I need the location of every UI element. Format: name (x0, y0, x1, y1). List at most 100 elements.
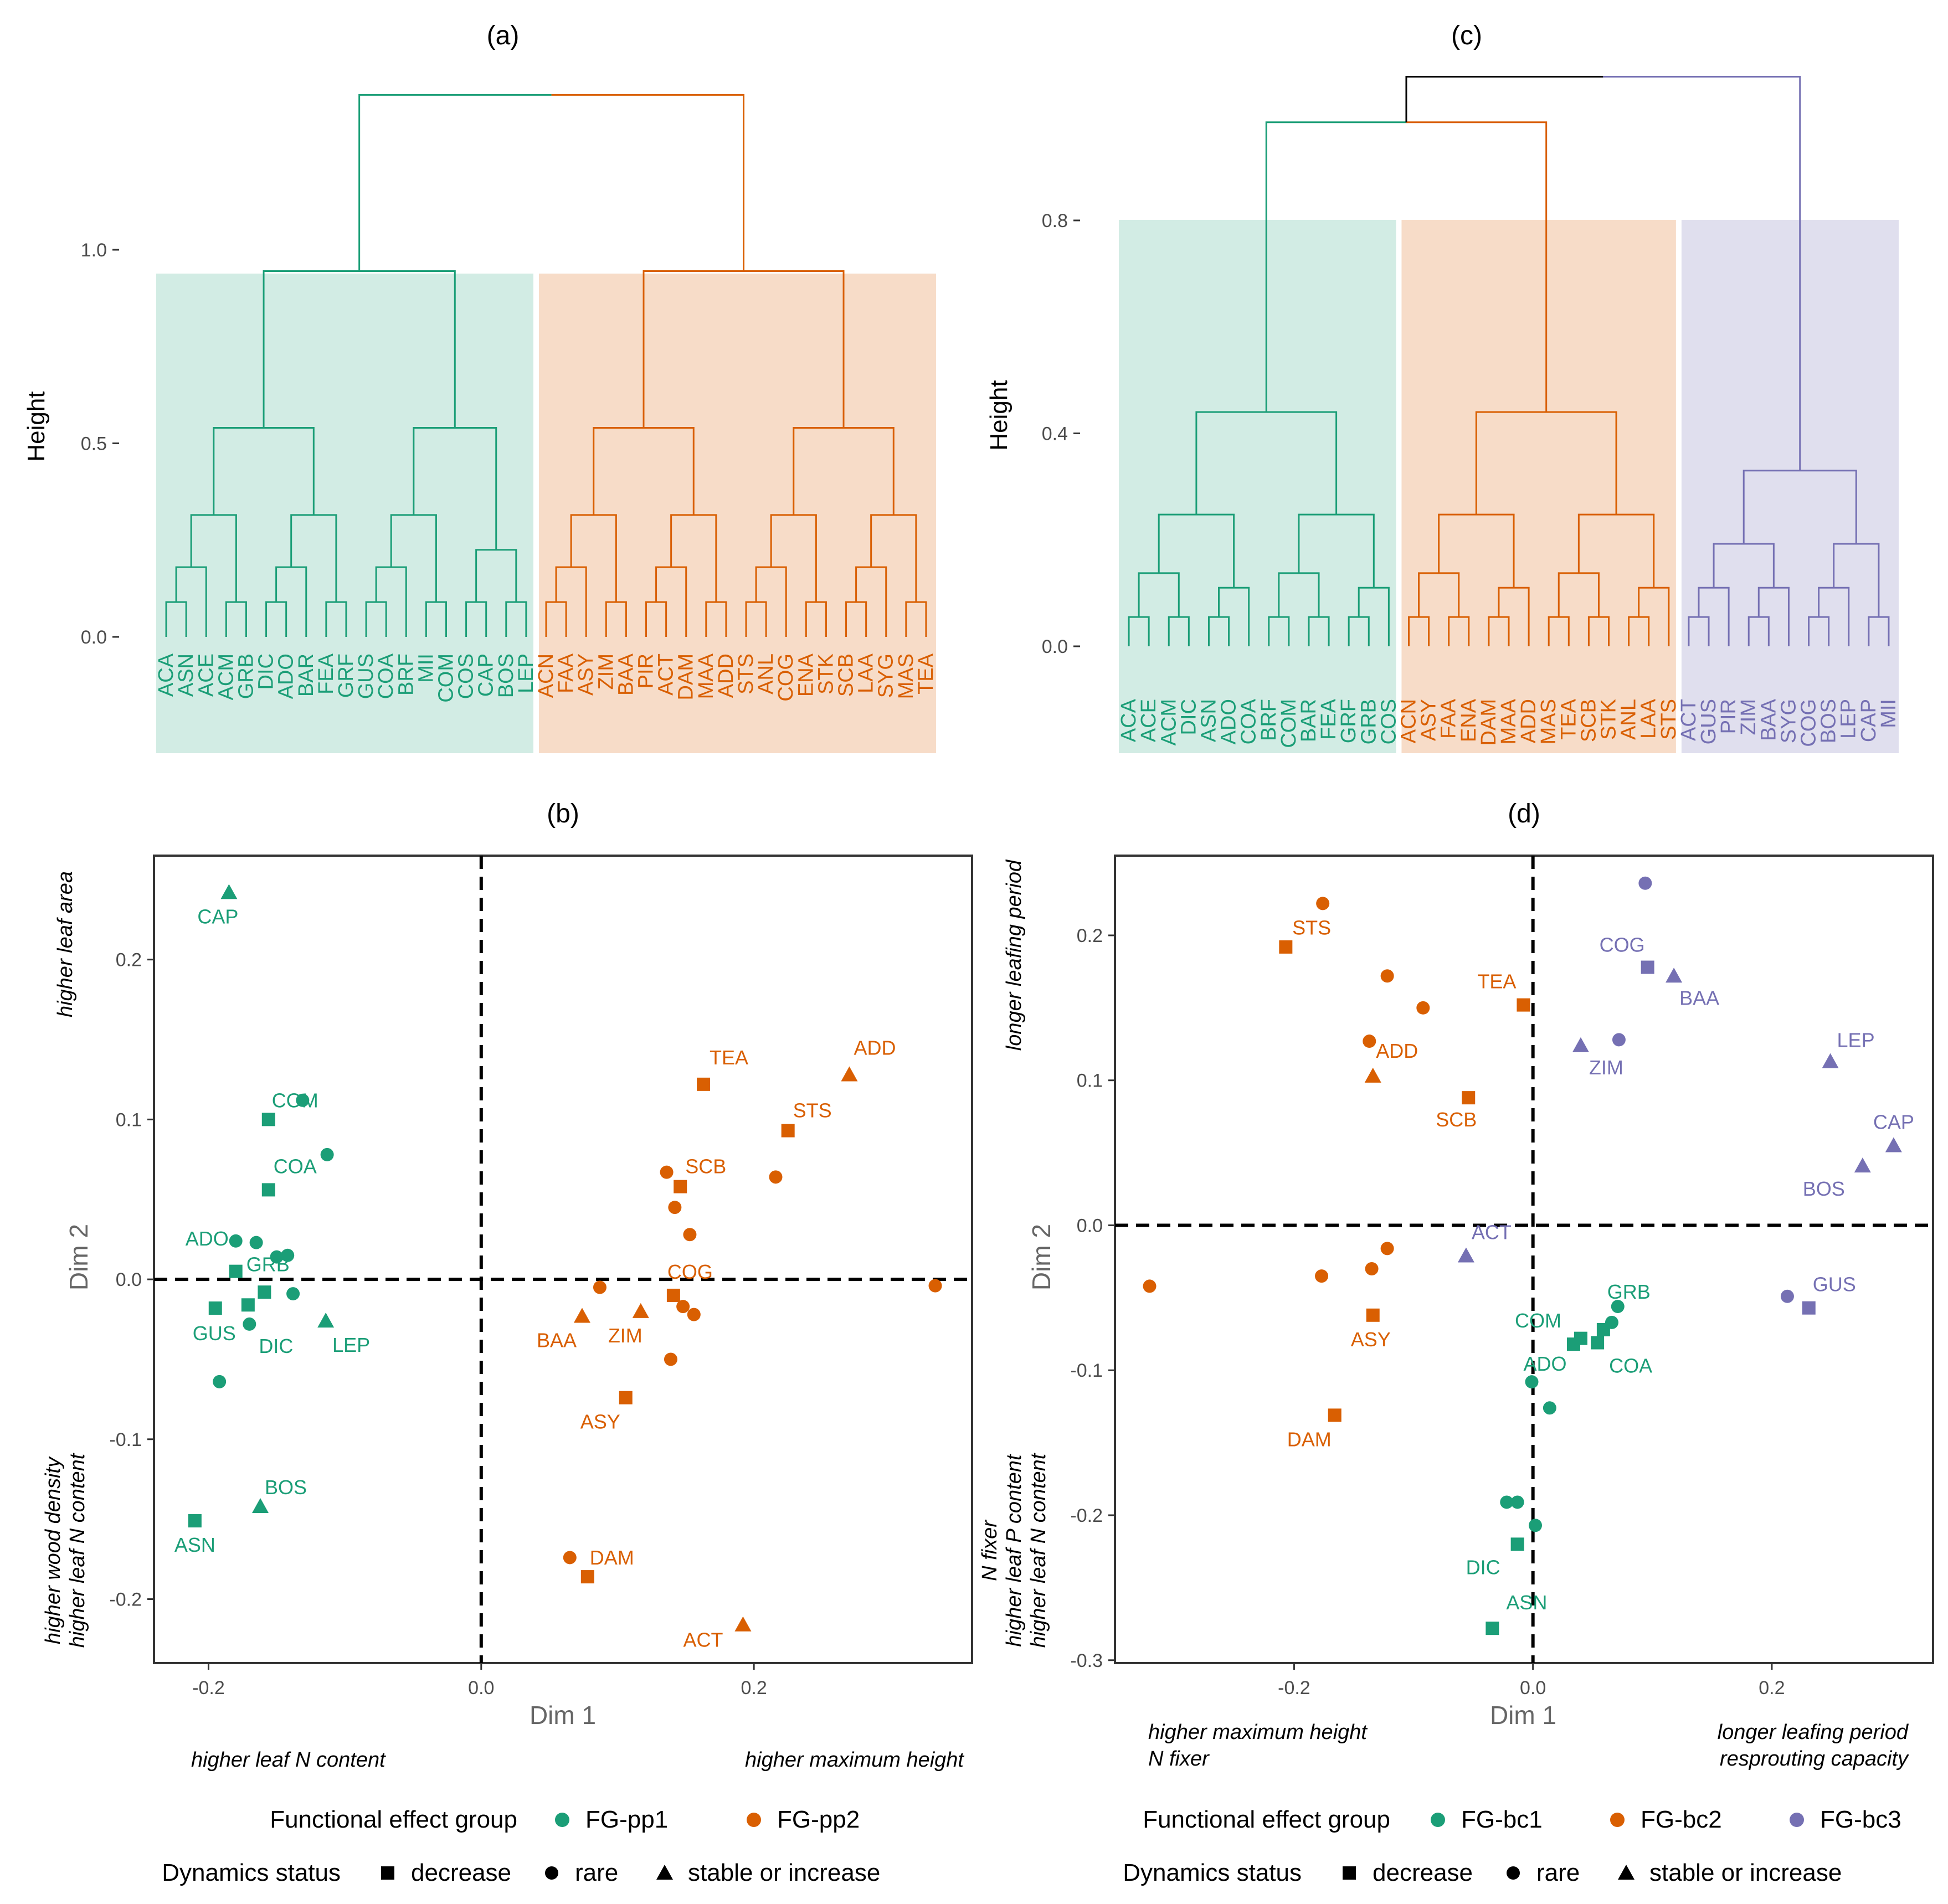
dendrogram-branch (1577, 513, 1655, 588)
leaf-label: ADO (1217, 699, 1241, 744)
point-unlabeled (296, 1093, 310, 1107)
legend-key-square (381, 1866, 394, 1880)
y-tick-label: -0.3 (1070, 1650, 1103, 1671)
point-unlabeled (1596, 1322, 1610, 1336)
point-GUS (208, 1301, 222, 1315)
point-unlabeled (668, 1201, 682, 1215)
leaf-label: ACM (1157, 699, 1180, 745)
leaf-label: CAP (475, 653, 498, 697)
x-note-right: longer leafing period (1718, 1721, 1909, 1744)
point-STS (1316, 897, 1330, 910)
leaf-label: GRB (1357, 699, 1380, 744)
leaf-label: ACT (1677, 699, 1700, 741)
point-unlabeled (1780, 1289, 1794, 1303)
point-label: ACT (683, 1629, 723, 1651)
point-label: ZIM (608, 1324, 643, 1347)
point-unlabeled (258, 1285, 271, 1299)
y-tick-label: 0.4 (1042, 424, 1068, 445)
legend-label: decrease (411, 1859, 511, 1886)
leaf-label: MAA (695, 653, 718, 699)
leaf-label: ASY (1417, 699, 1441, 741)
point-ADD (1363, 1035, 1376, 1048)
dendrogram-branch (1138, 572, 1180, 617)
leaf-label: GRF (1337, 699, 1360, 743)
leaf-label: BOS (1817, 699, 1841, 743)
point-label: STS (793, 1099, 832, 1122)
leaf-label: LEP (1837, 699, 1860, 739)
point-ASY (1366, 1308, 1380, 1322)
dendrogram-branch (1265, 121, 1406, 413)
dendrogram-branch (1158, 513, 1235, 588)
leaf-label: TEA (914, 653, 938, 694)
point-DIC (243, 1317, 256, 1331)
y-tick-label: -0.2 (1070, 1505, 1103, 1526)
y-tick-label: 0.1 (1077, 1071, 1103, 1092)
point-DIC (1510, 1537, 1524, 1551)
point-unlabeled (1510, 1495, 1524, 1509)
panel-title: (d) (1508, 799, 1540, 829)
point-label: SCB (685, 1155, 726, 1178)
legend-label: decrease (1373, 1859, 1473, 1886)
point-unlabeled (1143, 1279, 1157, 1293)
point-label: COG (667, 1260, 713, 1283)
point-BAA (573, 1308, 590, 1323)
panel-title: (b) (547, 799, 579, 829)
y-tick-label: -0.1 (109, 1429, 142, 1450)
legend-group-title: Functional effect group (270, 1806, 517, 1833)
point-unlabeled (241, 1298, 255, 1312)
leaf-label: COM (1277, 699, 1301, 748)
leaf-label: SYG (875, 653, 898, 698)
leaf-label: COS (1377, 699, 1400, 744)
leaf-label: GUS (1697, 699, 1720, 744)
point-unlabeled (281, 1248, 295, 1262)
y-note-bottom: higher wood density (42, 1456, 65, 1644)
y-tick-label: 1.0 (81, 240, 107, 261)
legend-key-circle (545, 1866, 558, 1880)
legend-key-FG-bc3 (1790, 1813, 1804, 1827)
y-axis-title: Dim 2 (64, 1224, 93, 1290)
point-TEA (1517, 998, 1530, 1012)
leaf-label: MAS (895, 653, 918, 699)
leaf-label: BRF (394, 653, 418, 696)
point-ADO (229, 1234, 243, 1248)
x-note-left: higher leaf N content (191, 1748, 386, 1772)
point-LEP (1822, 1053, 1839, 1068)
point-unlabeled (769, 1170, 783, 1184)
dendrogram-branch (1406, 121, 1548, 413)
leaf-label: DIC (255, 653, 278, 689)
point-label: GUS (193, 1322, 236, 1345)
point-unlabeled (1365, 1262, 1379, 1276)
x-tick-label: 0.2 (741, 1677, 767, 1699)
point-label: GRB (1607, 1280, 1651, 1303)
point-ADD (841, 1066, 858, 1082)
leaf-label: ADD (715, 653, 738, 698)
panel-a-dendrogram: (a)0.00.51.0HeightACAASNACEACMGRBDICADOB… (23, 21, 938, 753)
point-unlabeled (270, 1250, 284, 1264)
legend-key-triangle (1618, 1865, 1635, 1880)
legend-label: stable or increase (688, 1859, 880, 1886)
leaf-label: MII (1877, 699, 1900, 728)
group-band-FG-bc2 (1401, 220, 1676, 753)
dendrogram-branch (1603, 75, 1801, 471)
point-label: TEA (710, 1046, 748, 1069)
leaf-label: FAA (554, 653, 578, 693)
point-unlabeled (1380, 1242, 1394, 1255)
leaf-label: ACE (194, 653, 218, 697)
leaf-label: BAA (1757, 698, 1780, 741)
legend-label: rare (575, 1859, 618, 1886)
point-label: COM (1515, 1309, 1561, 1332)
leaf-label: ACA (155, 653, 178, 697)
leaf-label: ASY (574, 653, 598, 696)
leaf-label: LEP (515, 653, 538, 693)
x-note-right: higher maximum height (745, 1748, 964, 1772)
plot-frame (153, 855, 973, 1664)
y-note-bottom: higher leaf N content (66, 1453, 89, 1648)
point-unlabeled (660, 1165, 674, 1179)
legend-status-title: Dynamics status (1123, 1859, 1302, 1886)
point-unlabeled (928, 1279, 942, 1293)
y-tick-label: 0.2 (116, 950, 142, 971)
leaf-label: FEA (315, 653, 338, 694)
leaf-label: ACE (1137, 699, 1160, 742)
leaf-label: DIC (1177, 699, 1200, 735)
